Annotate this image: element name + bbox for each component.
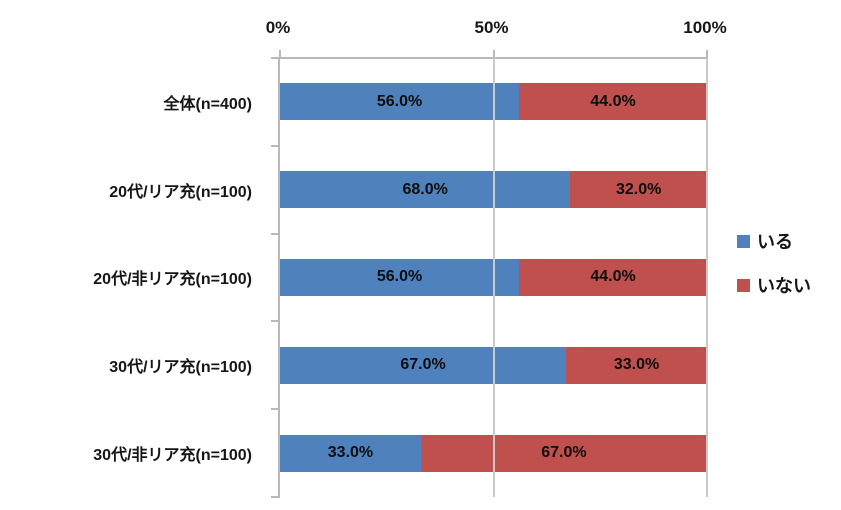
bar-segment-inai: 44.0% xyxy=(519,258,707,296)
legend-swatch-icon xyxy=(737,278,750,292)
bar-segment-iru: 68.0% xyxy=(280,171,571,209)
bar-segment-iru: 33.0% xyxy=(280,434,421,472)
category-label: 20代/リア充(n=100) xyxy=(109,183,252,201)
data-label: 67.0% xyxy=(400,356,446,374)
x-axis-tick-mark xyxy=(492,50,495,58)
category-label: 30代/リア充(n=100) xyxy=(109,359,252,377)
bar-row: 67.0% 33.0% xyxy=(280,321,707,409)
data-label: 67.0% xyxy=(541,444,587,462)
bar-row: 33.0% 67.0% xyxy=(280,409,707,497)
data-label: 68.0% xyxy=(402,180,448,198)
bar-segment-inai: 67.0% xyxy=(420,434,707,472)
category-axis-tick-mark xyxy=(271,232,280,235)
x-axis-line xyxy=(271,57,706,59)
category-label: 30代/非リア充(n=100) xyxy=(93,447,252,465)
bar-row: 68.0% 32.0% xyxy=(280,146,707,234)
x-axis-tick-label: 0% xyxy=(265,18,291,37)
data-label: 33.0% xyxy=(613,356,660,374)
x-axis-tick-label: 100% xyxy=(683,18,727,37)
bar-row: 56.0% 44.0% xyxy=(280,58,707,146)
bar-segment-inai: 44.0% xyxy=(519,83,707,121)
data-label: 56.0% xyxy=(376,92,423,110)
vertical-gridline xyxy=(706,58,708,497)
stacked-bar: 67.0% 33.0% xyxy=(280,346,707,384)
legend-item: いない xyxy=(737,272,811,298)
category-label: 全体(n=400) xyxy=(163,95,252,113)
legend-label: いない xyxy=(757,276,811,296)
data-label: 32.0% xyxy=(615,180,662,198)
legend-item: いる xyxy=(737,228,811,254)
stacked-bar: 33.0% 67.0% xyxy=(280,434,707,472)
x-axis-tick-label: 50% xyxy=(474,18,509,37)
stacked-bar: 56.0% 44.0% xyxy=(280,258,707,296)
category-axis-tick-mark xyxy=(271,144,280,147)
category-axis-tick-mark xyxy=(271,408,280,411)
category-axis-tick-mark xyxy=(271,496,280,498)
data-label: 44.0% xyxy=(590,92,636,110)
bar-segment-inai: 32.0% xyxy=(570,171,707,209)
stacked-bar: 68.0% 32.0% xyxy=(280,171,707,209)
plot-area: 56.0% 44.0% 68.0% 32.0% 56.0% 44.0% 67.0% 33.0%… xyxy=(271,50,708,498)
legend-label: いる xyxy=(757,232,793,252)
stacked-bar: 56.0% 44.0% xyxy=(280,83,707,121)
legend: いる いない xyxy=(737,228,811,298)
bar-rows: 56.0% 44.0% 68.0% 32.0% 56.0% 44.0% 67.0% 33.0%… xyxy=(280,58,707,497)
x-axis-tick-mark xyxy=(706,50,708,58)
bar-row: 56.0% 44.0% xyxy=(280,234,707,322)
bar-segment-iru: 56.0% xyxy=(280,83,520,121)
x-axis-tick-labels: 0% 50% 100% xyxy=(266,15,727,41)
bar-segment-iru: 67.0% xyxy=(280,346,567,384)
category-axis-tick-mark xyxy=(271,320,280,323)
data-label: 33.0% xyxy=(327,444,374,462)
category-label: 20代/非リア充(n=100) xyxy=(93,271,252,289)
x-axis-tick-mark xyxy=(279,50,281,58)
bar-segment-inai: 33.0% xyxy=(566,346,707,384)
vertical-gridline xyxy=(492,58,495,497)
data-label: 44.0% xyxy=(590,268,636,286)
data-label: 56.0% xyxy=(376,268,423,286)
legend-swatch-icon xyxy=(737,234,750,248)
category-axis-labels: 全体(n=400) 20代/リア充(n=100) 20代/非リア充(n=100) 30… xyxy=(0,58,264,497)
bar-segment-iru: 56.0% xyxy=(280,258,520,296)
